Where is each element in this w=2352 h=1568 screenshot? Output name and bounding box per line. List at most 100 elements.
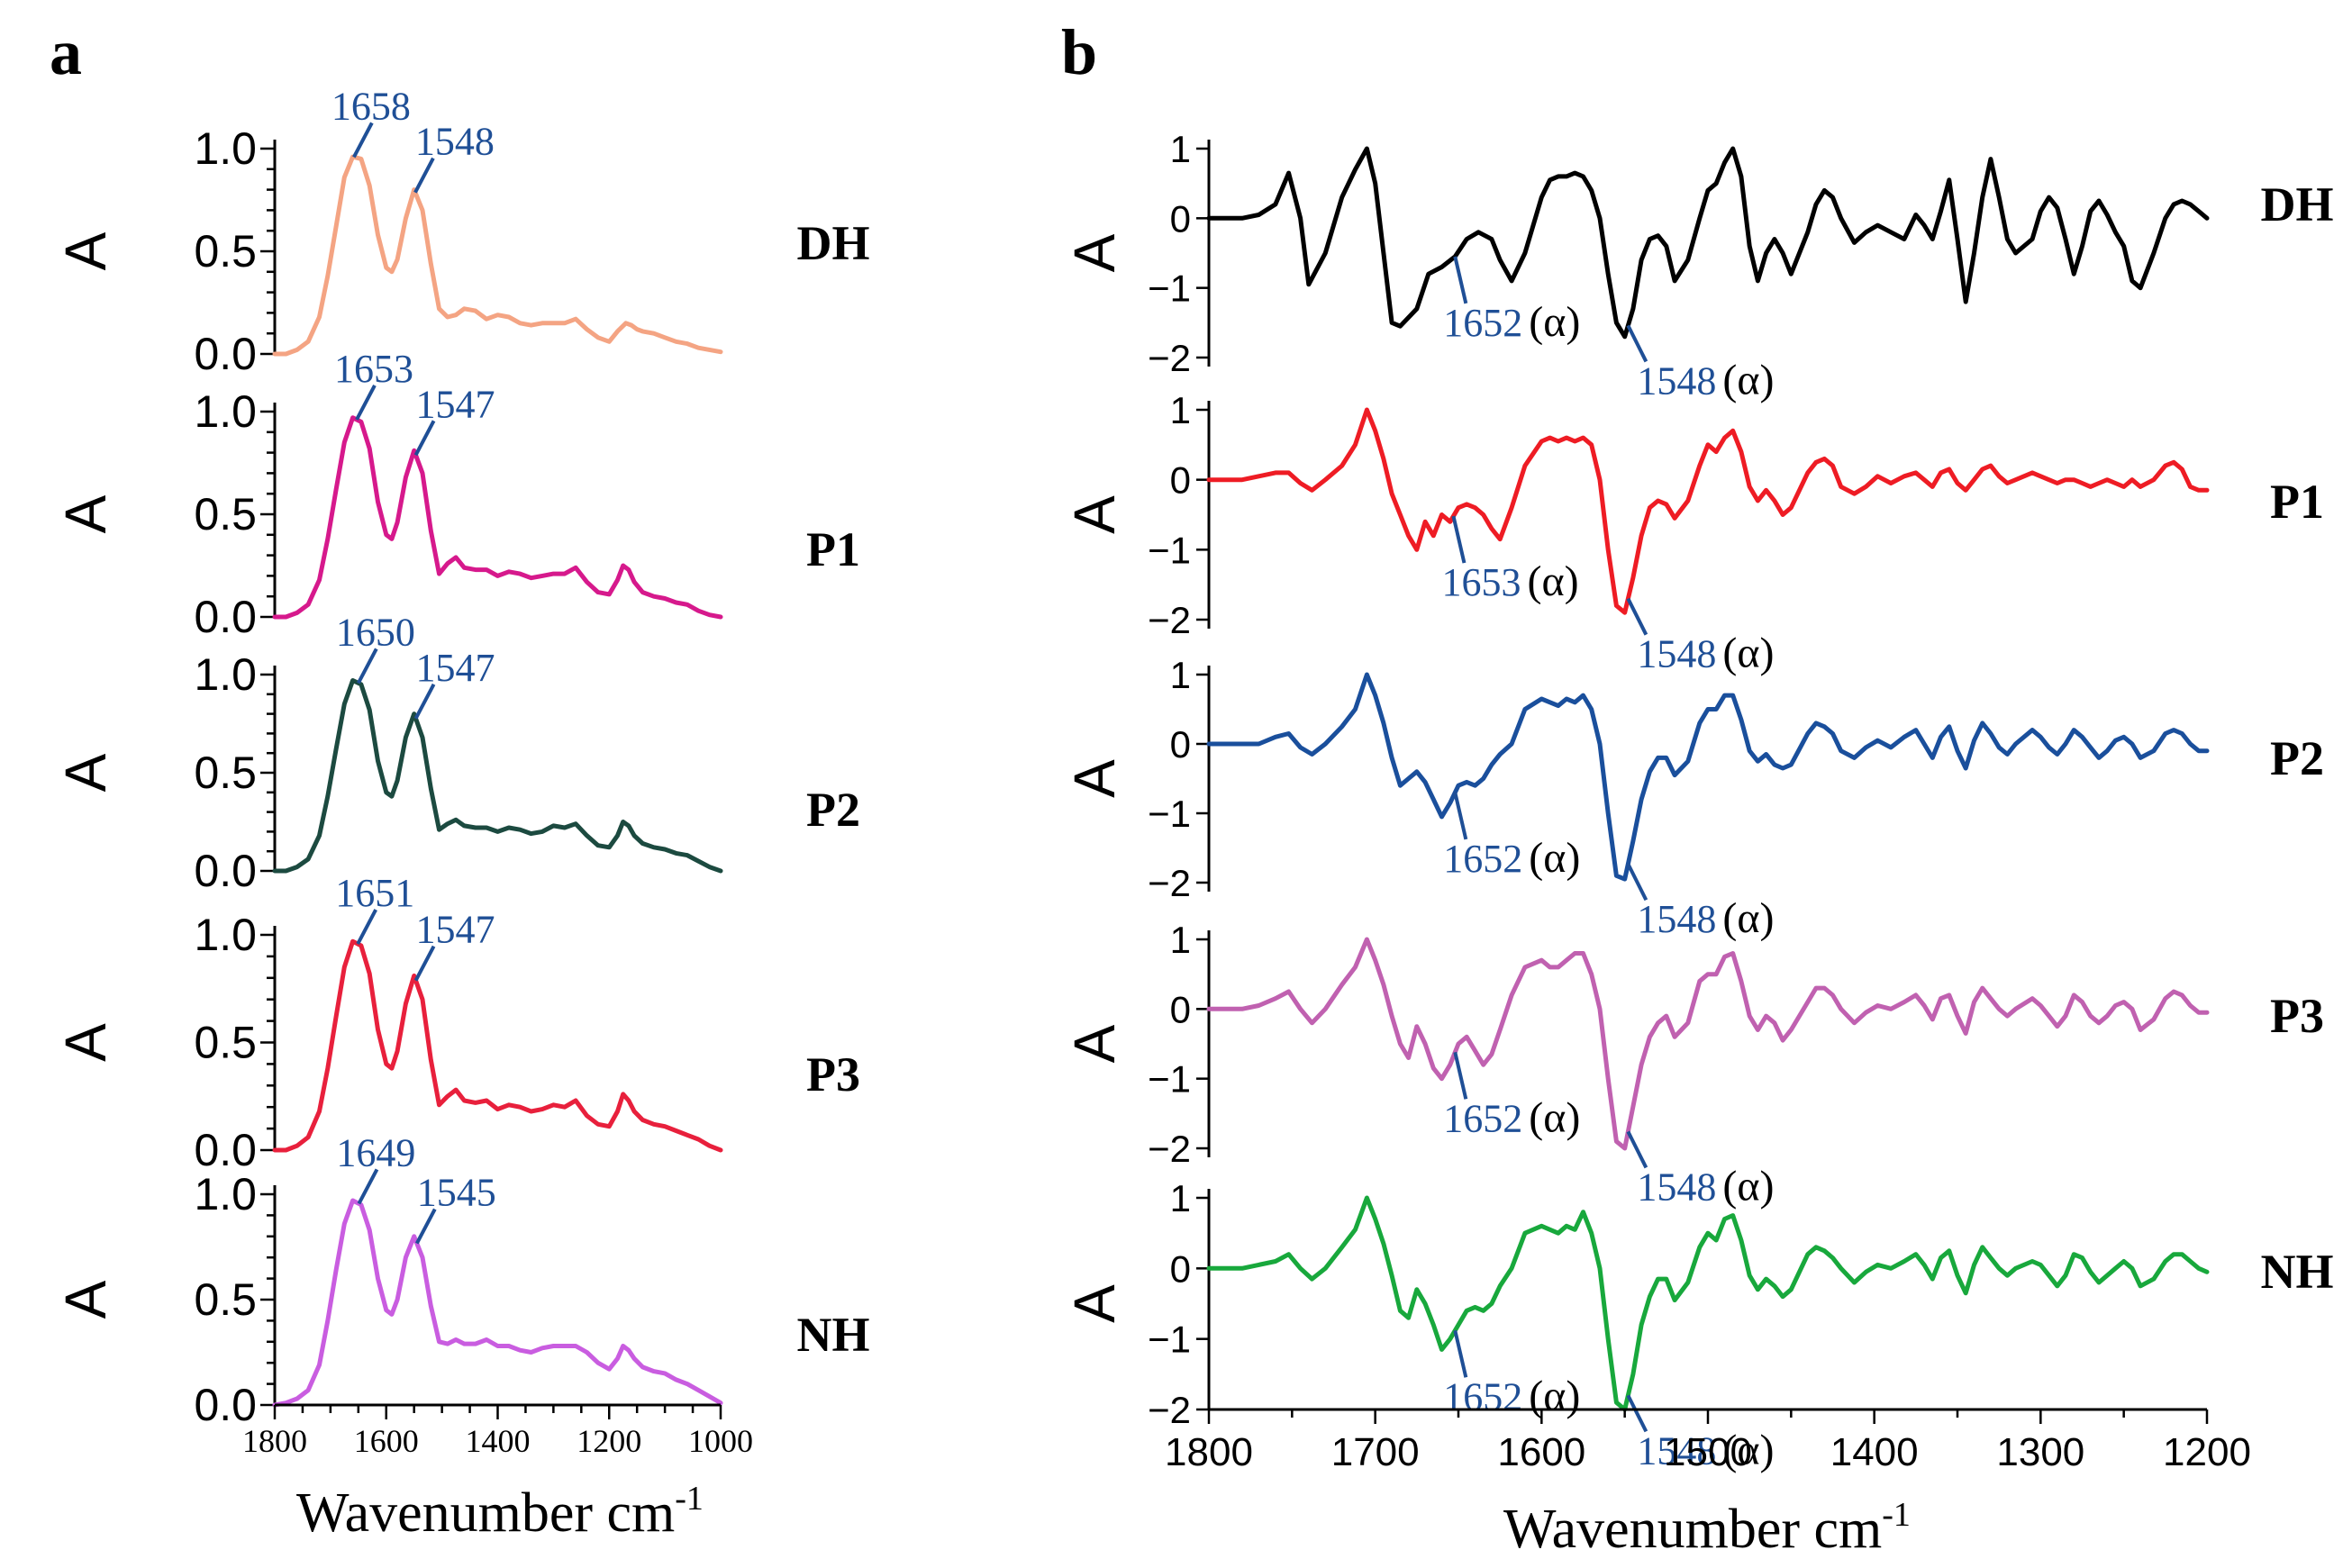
panel-b-x-tick-label: 1300 — [1996, 1430, 2084, 1474]
panel-a-peak-label: 1653 — [334, 347, 413, 391]
panel-a-y-tick-label: 0.5 — [194, 1274, 257, 1325]
panel-a-spectrum-nh — [272, 1198, 723, 1408]
panel-a-spectrum-p2 — [272, 678, 723, 874]
panel-b-peak-leader — [1453, 1329, 1468, 1378]
panel-b-y-tick-label: 0 — [1170, 1247, 1191, 1290]
panel-b-x-tick-label: 1600 — [1497, 1430, 1585, 1474]
panel-b-alpha-annotation: (α) — [1527, 557, 1578, 605]
panel-b-peak-label: 1548 — [1637, 897, 1716, 941]
panel-a-peak-leader — [413, 683, 436, 720]
panel-a-peak-label: 1548 — [415, 120, 495, 164]
panel-a-x-tick-label: 1800 — [242, 1423, 307, 1459]
panel-b-spectrum-dh — [1206, 146, 2210, 340]
panel-a-peak-leader — [352, 122, 374, 159]
panel-a-sample-label-nh: NH — [797, 1308, 870, 1362]
panel-b-peak-leader — [1453, 1051, 1468, 1100]
panel-a-peak-label: 1649 — [336, 1130, 415, 1174]
panel-b-alpha-annotation: (α) — [1722, 894, 1774, 942]
panel-b-x-axis-title: Wavenumber cm-1 — [1503, 1496, 1911, 1560]
panel-a-x-axis-title: Wavenumber cm-1 — [296, 1480, 704, 1544]
panel-a-peak-label: 1651 — [335, 871, 414, 915]
panel-b-alpha-annotation: (α) — [1722, 1426, 1774, 1473]
panel-b-peak-leader — [1453, 256, 1468, 304]
panel-b-spectrum-p3 — [1206, 937, 2210, 1151]
panel-b-y-tick-label: −2 — [1148, 1389, 1191, 1431]
panel-b-y-tick-label: −1 — [1148, 529, 1191, 571]
panel-b-y-tick-label: 0 — [1170, 197, 1191, 240]
panel-b-y-tick-label: −1 — [1148, 793, 1191, 835]
panel-a-spectrum-p1 — [272, 415, 723, 620]
panel-a-y-tick-label: 1.0 — [194, 386, 257, 437]
panel-b-y-tick-label: −2 — [1148, 862, 1191, 904]
panel-b-peak-label: 1652 — [1443, 1096, 1522, 1140]
panel-b-alpha-annotation: (α) — [1529, 834, 1580, 882]
panel-b-x-tick-label: 1800 — [1165, 1430, 1253, 1474]
panel-b-y-tick-label: 1 — [1170, 1177, 1191, 1219]
panel-b-peak-leader — [1453, 792, 1468, 840]
panel-b-peak-leader — [1451, 515, 1467, 564]
panel-b-peak-label: 1548 — [1637, 358, 1716, 403]
panel-b-x-tick-label: 1200 — [2163, 1430, 2251, 1474]
panel-b-y-axis-title: A — [1062, 1024, 1127, 1063]
panel-a-peak-label: 1547 — [416, 908, 495, 952]
panel-b-peak-leader — [1626, 1394, 1648, 1433]
panel-b-y-tick-label: −2 — [1148, 599, 1191, 641]
panel-b-y-tick-label: 0 — [1170, 459, 1191, 502]
panel-a-peak-leader — [356, 909, 377, 945]
panel-b-y-tick-label: −2 — [1148, 337, 1191, 379]
panel-a-x-tick-label: 1000 — [688, 1423, 753, 1459]
panel-b-sample-label-dh: DH — [2261, 177, 2334, 231]
panel-b-spectrum-p1 — [1206, 407, 2210, 615]
panel-a-sample-label-p3: P3 — [806, 1047, 860, 1101]
panel-a-peak-leader — [357, 648, 378, 684]
panel-b-x-tick-label: 1700 — [1331, 1430, 1420, 1474]
panel-a-y-axis-title: A — [53, 494, 118, 533]
panel-a-y-tick-label: 0.5 — [194, 1018, 257, 1068]
panel-a-peak-leader — [413, 420, 436, 457]
panel-b-y-tick-label: 1 — [1170, 128, 1191, 170]
panel-b-spectrum-nh — [1206, 1195, 2210, 1412]
panel-a-peak-label: 1545 — [417, 1171, 496, 1215]
panel-b-alpha-annotation: (α) — [1722, 1162, 1774, 1210]
panel-a-y-tick-label: 1.0 — [194, 649, 257, 700]
panel-a-peak-leader — [413, 157, 435, 194]
panel-a-sample-label-p2: P2 — [806, 783, 860, 837]
panel-a-y-tick-label: 1.0 — [194, 123, 257, 174]
panel-a-y-axis-title: A — [53, 231, 118, 270]
panel-a-y-tick-label: 1.0 — [194, 910, 257, 960]
panel-b-y-axis-title: A — [1062, 495, 1127, 534]
panel-b-peak-label: 1548 — [1637, 632, 1716, 676]
panel-b-alpha-annotation: (α) — [1529, 1093, 1580, 1141]
panel-b-peak-leader — [1626, 863, 1648, 902]
panel-a-x-tick-label: 1200 — [577, 1423, 641, 1459]
panel-a-y-axis-title: A — [53, 1023, 118, 1062]
panel-b-spectrum-p2 — [1206, 672, 2210, 882]
panel-a-spectrum-p3 — [272, 938, 723, 1153]
panel-a-y-tick-label: 0.0 — [194, 846, 257, 896]
panel-a-peak-leader — [355, 385, 377, 421]
panel-a-y-tick-label: 1.0 — [194, 1169, 257, 1219]
panel-b-alpha-annotation: (α) — [1722, 630, 1774, 677]
panel-a-sample-label-dh: DH — [797, 216, 870, 270]
panel-b-peak-label: 1548 — [1637, 1428, 1716, 1473]
panel-b-peak-label: 1652 — [1443, 837, 1522, 881]
panel-a-y-tick-label: 0.0 — [194, 329, 257, 379]
panel-b-peak-label: 1652 — [1443, 1374, 1522, 1418]
panel-a-spectrum-dh — [272, 154, 723, 357]
panel-b-alpha-annotation: (α) — [1529, 1372, 1580, 1419]
panel-b-peak-label: 1652 — [1443, 301, 1522, 345]
panel-b-letter: b — [1061, 16, 1097, 88]
panel-a-y-axis-title: A — [53, 753, 118, 792]
panel-b-y-tick-label: 0 — [1170, 988, 1191, 1030]
panel-a-x-tick-label: 1600 — [354, 1423, 419, 1459]
panel-b-sample-label-p1: P1 — [2270, 475, 2324, 529]
panel-a-peak-leader — [357, 1168, 379, 1205]
